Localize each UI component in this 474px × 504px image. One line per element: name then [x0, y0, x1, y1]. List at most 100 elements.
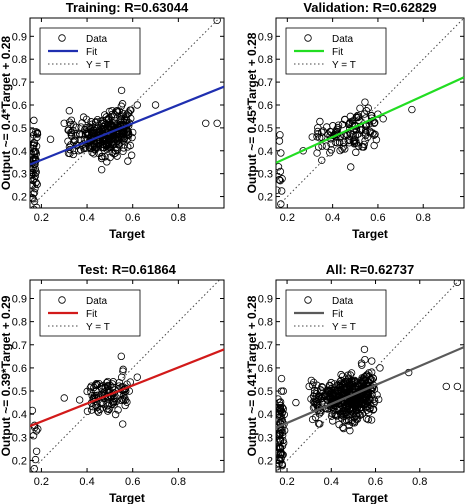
data-point [339, 424, 348, 433]
legend-label: Fit [332, 309, 343, 320]
data-point [365, 373, 373, 381]
data-point [361, 400, 369, 408]
y-tick-label: 0.7 [258, 340, 273, 352]
y-tick-label: 0.2 [258, 455, 273, 467]
y-tick-label: 0.9 [258, 294, 273, 306]
data-point [280, 420, 288, 428]
data-point [339, 412, 348, 420]
y-axis-label: Output ~= 0.45*Target + 0.28 [245, 32, 259, 193]
y-tick-label: 0.8 [258, 54, 273, 66]
data-point [318, 156, 326, 165]
legend-label: Fit [86, 309, 97, 320]
data-point [213, 18, 221, 24]
data-point [307, 395, 315, 403]
panel-3: Test: R=0.61864 0.2 0.4 0.6 0.8 0.2 0.3 0.4 0.5 0… [0, 262, 225, 504]
data-point [93, 380, 101, 389]
legend-label: Data [86, 296, 108, 307]
data-point [343, 377, 352, 386]
data-point [72, 123, 80, 131]
data-point [324, 130, 332, 138]
y-tick-label: 0.2 [12, 192, 27, 204]
data-point [357, 394, 365, 403]
data-point [82, 123, 91, 132]
data-point [276, 131, 284, 139]
data-point [337, 370, 345, 379]
legend-data-marker [304, 34, 312, 42]
data-point [345, 380, 354, 388]
data-point [353, 111, 362, 120]
data-point [121, 394, 129, 402]
data-point [96, 405, 104, 414]
data-point [106, 143, 115, 152]
data-point [368, 368, 376, 376]
data-point [277, 374, 286, 383]
data-point [356, 395, 364, 404]
identity-line [276, 280, 460, 472]
x-tick-label: 0.2 [280, 212, 295, 224]
data-point [133, 373, 141, 381]
data-point [30, 432, 38, 440]
data-point [97, 165, 106, 174]
data-point [313, 381, 321, 389]
data-point [278, 431, 287, 440]
data-point [108, 106, 116, 115]
data-point [292, 398, 300, 407]
data-point [32, 127, 40, 136]
data-point [361, 131, 370, 139]
identity-line [30, 280, 220, 472]
fit-line [276, 346, 464, 429]
fit-line [30, 348, 224, 428]
data-point [278, 403, 286, 412]
x-axis-label: Target [109, 491, 145, 504]
data-point [94, 122, 103, 130]
y-tick-label: 0.8 [12, 54, 27, 66]
data-point [116, 117, 124, 125]
data-point [314, 124, 322, 132]
data-point [376, 364, 384, 372]
data-point [354, 130, 363, 138]
data-point [117, 352, 125, 361]
legend-data-marker [58, 34, 66, 42]
data-point [34, 425, 42, 433]
data-point [308, 133, 316, 141]
data-point [359, 386, 367, 394]
data-point [316, 420, 324, 428]
data-point [347, 378, 356, 386]
legend-data-marker [58, 296, 66, 304]
data-point [121, 401, 129, 410]
data-point [30, 197, 39, 206]
data-point [30, 465, 38, 472]
data-point [99, 400, 107, 408]
y-tick-label: 0.7 [12, 340, 27, 352]
legend: Data Fit Y = T [285, 289, 387, 337]
y-tick-label: 0.4 [258, 146, 273, 158]
data-point [354, 142, 363, 150]
data-point [111, 110, 119, 119]
data-point [351, 131, 360, 140]
data-point [361, 403, 370, 412]
data-point [339, 423, 347, 432]
data-point [361, 126, 370, 134]
data-point [86, 384, 95, 392]
data-point [202, 119, 210, 128]
data-point [277, 387, 286, 395]
data-point [30, 139, 39, 147]
data-point [110, 399, 118, 407]
data-point [60, 394, 68, 402]
data-point [60, 119, 68, 128]
data-point [126, 141, 135, 150]
x-tick-label: 0.6 [125, 476, 140, 488]
data-point [328, 409, 336, 418]
data-point [115, 378, 124, 387]
y-tick-label: 0.4 [258, 409, 273, 421]
data-point [76, 129, 84, 138]
x-tick-label: 0.8 [416, 212, 431, 224]
data-point [276, 443, 283, 451]
data-point [366, 127, 374, 136]
data-point [320, 392, 329, 401]
data-point [327, 378, 335, 387]
data-point [276, 401, 285, 410]
data-point [108, 400, 116, 409]
data-point [110, 150, 118, 158]
x-axis-label: Target [352, 227, 388, 241]
